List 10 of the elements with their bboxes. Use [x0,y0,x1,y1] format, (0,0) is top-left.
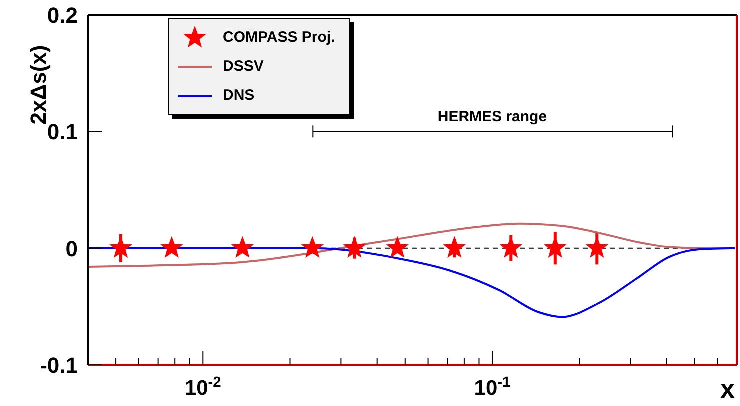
y-tick-label: 0 [66,236,78,262]
x-axis-title: x [720,374,736,404]
legend-label: DNS [223,87,255,104]
legend-label: COMPASS Proj. [223,29,336,46]
x-tick-label: 10$^{-2}$ [184,375,222,400]
y-tick-label: -0.1 [40,353,78,378]
x-tick-label: 10$^{-1}$ [474,375,511,400]
legend-label: DSSV [223,58,264,75]
y-tick-label: 0.2 [47,3,78,28]
annotation: HERMES range [438,108,548,126]
